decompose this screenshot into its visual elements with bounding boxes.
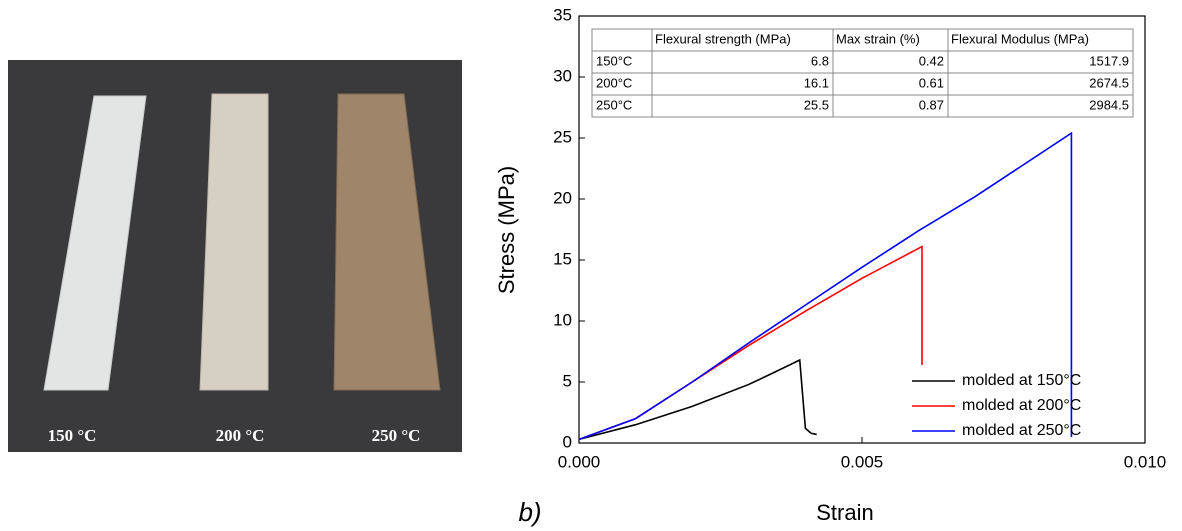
y-tick-label: 0: [563, 432, 572, 451]
table-header: Flexural Modulus (MPa): [951, 31, 1089, 46]
table-cell: 2674.5: [1089, 75, 1129, 90]
y-tick-label: 30: [553, 66, 572, 85]
table-cell: 2984.5: [1089, 97, 1129, 112]
table-cell: 200°C: [596, 75, 632, 90]
table-cell: 6.8: [811, 53, 829, 68]
y-tick-label: 25: [553, 127, 572, 146]
y-tick-label: 20: [553, 188, 572, 207]
legend-label: molded at 200°C: [962, 397, 1081, 414]
x-tick-label: 0.010: [1124, 452, 1167, 471]
series-line: [578, 358, 817, 441]
table-cell: 16.1: [804, 75, 829, 90]
table-cell: 0.61: [919, 75, 944, 90]
strip: [43, 95, 147, 391]
table-cell: 25.5: [804, 97, 829, 112]
legend-label: molded at 250°C: [962, 422, 1081, 439]
y-tick-label: 10: [553, 310, 572, 329]
photo: 150 °C 200 °C 250 °C: [8, 60, 462, 452]
table-cell: 250°C: [596, 97, 632, 112]
table-cell: 150°C: [596, 53, 632, 68]
table-cell: 0.87: [919, 97, 944, 112]
table-header: Flexural strength (MPa): [655, 31, 791, 46]
y-axis-label: Stress (MPa): [494, 166, 519, 294]
x-axis-label: Strain: [816, 500, 873, 525]
photo-label: 150 °C: [48, 426, 97, 445]
table-header: Max strain (%): [836, 31, 920, 46]
strip: [199, 93, 269, 391]
y-tick-label: 35: [553, 5, 572, 24]
y-tick-label: 5: [563, 371, 572, 390]
strip: [333, 93, 441, 391]
y-tick-label: 15: [553, 249, 572, 268]
table-cell: 0.42: [919, 53, 944, 68]
panel-label: b): [518, 497, 541, 527]
photo-label: 250 °C: [372, 426, 421, 445]
series-line: [578, 245, 923, 441]
legend-label: molded at 150°C: [962, 372, 1081, 389]
series-line: [578, 131, 1073, 441]
x-tick-label: 0.005: [841, 452, 884, 471]
x-tick-label: 0.000: [558, 452, 601, 471]
table-cell: 1517.9: [1089, 53, 1129, 68]
photo-label: 200 °C: [216, 426, 265, 445]
